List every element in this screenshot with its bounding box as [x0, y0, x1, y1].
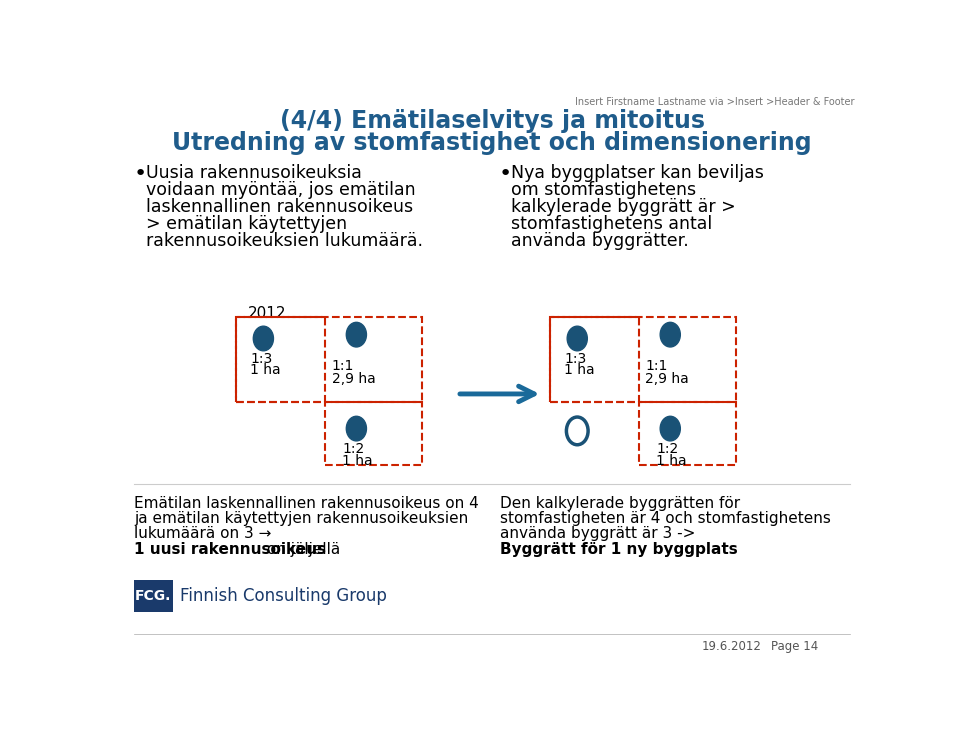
- Text: 1 ha: 1 ha: [564, 363, 594, 377]
- Text: 1 ha: 1 ha: [251, 363, 281, 377]
- Text: •: •: [134, 165, 147, 184]
- Text: lukumäärä on 3 →: lukumäärä on 3 →: [134, 526, 272, 542]
- Text: 1:2: 1:2: [343, 442, 365, 456]
- Text: rakennusoikeuksien lukumäärä.: rakennusoikeuksien lukumäärä.: [146, 233, 423, 250]
- Text: 1:1: 1:1: [645, 359, 668, 373]
- Text: om stomfastighetens: om stomfastighetens: [511, 182, 696, 200]
- Text: Finnish Consulting Group: Finnish Consulting Group: [180, 587, 387, 604]
- Text: använda byggrätt är 3 ->: använda byggrätt är 3 ->: [500, 526, 695, 542]
- Text: 1:2: 1:2: [657, 442, 679, 456]
- Ellipse shape: [567, 326, 588, 351]
- Bar: [236, 317, 422, 402]
- Bar: [134, 580, 173, 612]
- Ellipse shape: [660, 322, 681, 347]
- Text: stomfastighetens antal: stomfastighetens antal: [511, 215, 712, 233]
- Text: on jäljellä: on jäljellä: [262, 542, 340, 557]
- Text: 1:3: 1:3: [251, 351, 273, 365]
- Text: 1 uusi rakennusoikeus: 1 uusi rakennusoikeus: [134, 542, 326, 557]
- Bar: [550, 317, 736, 402]
- Text: laskennallinen rakennusoikeus: laskennallinen rakennusoikeus: [146, 198, 414, 217]
- Text: 2,9 ha: 2,9 ha: [331, 373, 375, 386]
- Text: Uusia rakennusoikeuksia: Uusia rakennusoikeuksia: [146, 165, 362, 182]
- Ellipse shape: [253, 326, 274, 351]
- Text: 1:3: 1:3: [564, 351, 587, 365]
- Text: > emätilan käytettyjen: > emätilan käytettyjen: [146, 215, 348, 233]
- Text: 19.6.2012: 19.6.2012: [701, 640, 761, 653]
- Bar: [550, 317, 639, 402]
- Text: •: •: [498, 165, 512, 184]
- Text: använda byggrätter.: använda byggrätter.: [511, 233, 688, 250]
- Text: Page 14: Page 14: [771, 640, 818, 653]
- Text: Insert Firstname Lastname via >Insert >Header & Footer: Insert Firstname Lastname via >Insert >H…: [575, 97, 854, 106]
- Text: Emätilan laskennallinen rakennusoikeus on 4: Emätilan laskennallinen rakennusoikeus o…: [134, 496, 479, 510]
- Ellipse shape: [347, 416, 367, 441]
- Text: stomfastigheten är 4 och stomfastighetens: stomfastigheten är 4 och stomfastigheten…: [500, 511, 830, 526]
- Bar: [236, 317, 325, 402]
- Text: 1:1: 1:1: [331, 359, 354, 373]
- Ellipse shape: [347, 322, 367, 347]
- Text: ja emätilan käytettyjen rakennusoikeuksien: ja emätilan käytettyjen rakennusoikeuksi…: [134, 511, 468, 526]
- Text: 1 ha: 1 ha: [343, 454, 373, 468]
- Ellipse shape: [566, 417, 588, 445]
- Text: Byggrätt för 1 ny byggplats: Byggrätt för 1 ny byggplats: [500, 542, 737, 557]
- Text: (4/4) Emätilaselvitys ja mitoitus: (4/4) Emätilaselvitys ja mitoitus: [279, 109, 705, 133]
- Text: Den kalkylerade byggrätten för: Den kalkylerade byggrätten för: [500, 496, 740, 510]
- Bar: [325, 402, 422, 465]
- Ellipse shape: [660, 416, 681, 441]
- Bar: [639, 402, 736, 465]
- Text: FCG.: FCG.: [135, 589, 172, 603]
- Text: 1 ha: 1 ha: [657, 454, 687, 468]
- Text: voidaan myöntää, jos emätilan: voidaan myöntää, jos emätilan: [146, 182, 416, 200]
- Text: Nya byggplatser kan beviljas: Nya byggplatser kan beviljas: [511, 165, 763, 182]
- Text: 2,9 ha: 2,9 ha: [645, 373, 689, 386]
- Text: kalkylerade byggrätt är >: kalkylerade byggrätt är >: [511, 198, 735, 217]
- Text: Utredning av stomfastighet och dimensionering: Utredning av stomfastighet och dimension…: [172, 130, 812, 155]
- Text: 2012: 2012: [248, 306, 286, 321]
